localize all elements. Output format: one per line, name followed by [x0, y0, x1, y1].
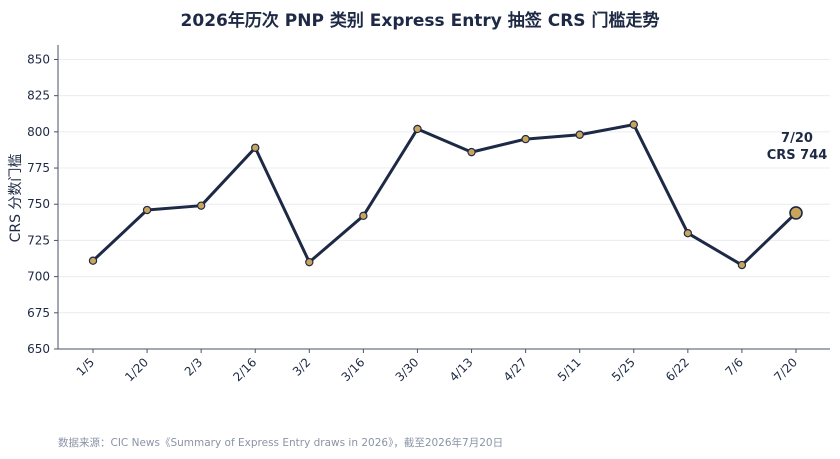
- data-point: [196, 201, 206, 210]
- axis-layer: [54, 45, 830, 353]
- y-tick-label: 750: [27, 197, 50, 211]
- y-tick-labels: 650 675 700 725 750 775 800 825 850: [27, 52, 50, 356]
- data-point: [521, 134, 530, 144]
- data-point: [88, 256, 98, 265]
- series-layer: [91, 123, 798, 267]
- x-tick-label: 4/13: [447, 355, 476, 384]
- x-tick-label: 3/16: [339, 355, 368, 384]
- data-point-latest: [789, 206, 803, 220]
- chart-title: 2026年历次 PNP 类别 Express Entry 抽签 CRS 门槛走势: [181, 10, 660, 31]
- y-axis-label: CRS 分数门槛: [8, 154, 24, 243]
- data-point: [305, 257, 314, 267]
- x-tick-label: 5/11: [555, 355, 584, 384]
- last-point-annotation-score: CRS 744: [767, 148, 828, 163]
- data-point: [142, 205, 152, 215]
- x-tick-label: 2/3: [182, 355, 206, 379]
- y-tick-label: 725: [27, 233, 50, 247]
- x-tick-label: 7/6: [722, 355, 746, 379]
- x-tick-label: 7/20: [771, 355, 800, 384]
- y-tick-label: 850: [27, 52, 50, 66]
- y-tick-label: 700: [27, 270, 50, 284]
- data-point: [683, 228, 693, 238]
- data-point: [737, 260, 747, 270]
- series-line: [91, 123, 798, 267]
- grid-layer: [58, 58, 830, 350]
- x-tick-label: 4/27: [501, 355, 530, 384]
- data-point: [629, 120, 638, 129]
- y-tick-label: 825: [27, 89, 50, 103]
- x-tick-label: 1/5: [74, 355, 98, 379]
- y-tick-label: 775: [27, 161, 50, 175]
- x-tick-label: 1/20: [122, 355, 151, 384]
- data-point: [413, 124, 422, 134]
- y-tick-label: 800: [27, 125, 50, 139]
- x-tick-label: 5/25: [609, 355, 638, 384]
- data-point: [575, 130, 584, 139]
- marker-layer: [88, 120, 803, 270]
- last-point-annotation-date: 7/20: [781, 131, 813, 146]
- x-tick-labels: 1/5 1/20 2/3 2/16 3/2 3/16 3/30 4/13 4/27 5/11 5/2…: [74, 355, 801, 384]
- x-tick-label: 6/22: [663, 355, 692, 384]
- data-point: [359, 211, 368, 221]
- y-tick-label: 650: [27, 342, 50, 356]
- x-tick-label: 3/30: [393, 355, 422, 384]
- source-note: 数据来源：CIC News《Summary of Express Entry d…: [58, 436, 503, 449]
- data-point: [467, 147, 476, 157]
- x-tick-label: 3/2: [290, 355, 314, 379]
- x-tick-label: 2/16: [230, 355, 259, 384]
- y-tick-label: 675: [27, 306, 50, 320]
- data-point: [251, 143, 260, 152]
